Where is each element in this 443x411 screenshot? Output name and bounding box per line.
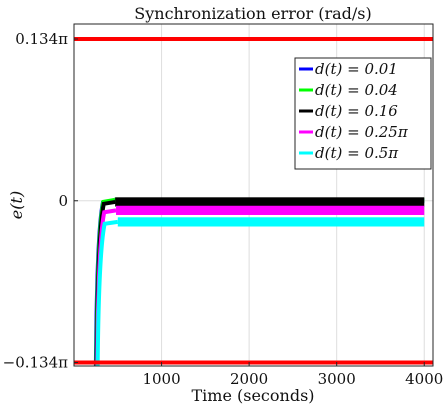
- legend: d(t) = 0.01 d(t) = 0.04 d(t) = 0.16 d(t) = …: [294, 57, 432, 170]
- legend-label: d(t) = 0.5π: [315, 144, 399, 162]
- x-tick-label: 3000: [318, 370, 356, 388]
- x-tick-label: 1000: [142, 370, 180, 388]
- series-band-4: [116, 205, 425, 215]
- legend-box: [294, 57, 432, 170]
- x-axis-title: Time (seconds): [191, 386, 314, 405]
- y-tick-label: 0: [58, 192, 68, 210]
- bound-lines: [74, 36, 433, 365]
- x-tick-label: 4000: [405, 370, 443, 388]
- chart-title: Synchronization error (rad/s): [134, 4, 371, 23]
- series-layer: [93, 197, 425, 367]
- y-tick-label: −0.134π: [3, 354, 69, 372]
- series-line-5: [95, 219, 119, 367]
- legend-label: d(t) = 0.04: [315, 81, 398, 99]
- legend-label: d(t) = 0.25π: [315, 123, 409, 141]
- plot-area-frame: [73, 23, 434, 367]
- series-band-3: [115, 197, 425, 207]
- y-tick-label: 0.134π: [15, 30, 68, 48]
- y-axis-title: e(t): [7, 191, 26, 219]
- axis-ticks: 1000 2000 3000 4000 −0.134π 0 0.134π: [3, 30, 443, 388]
- legend-label: d(t) = 0.01: [315, 60, 398, 78]
- series-band-5: [117, 217, 425, 227]
- x-tick-label: 2000: [230, 370, 268, 388]
- legend-label: d(t) = 0.16: [315, 102, 398, 120]
